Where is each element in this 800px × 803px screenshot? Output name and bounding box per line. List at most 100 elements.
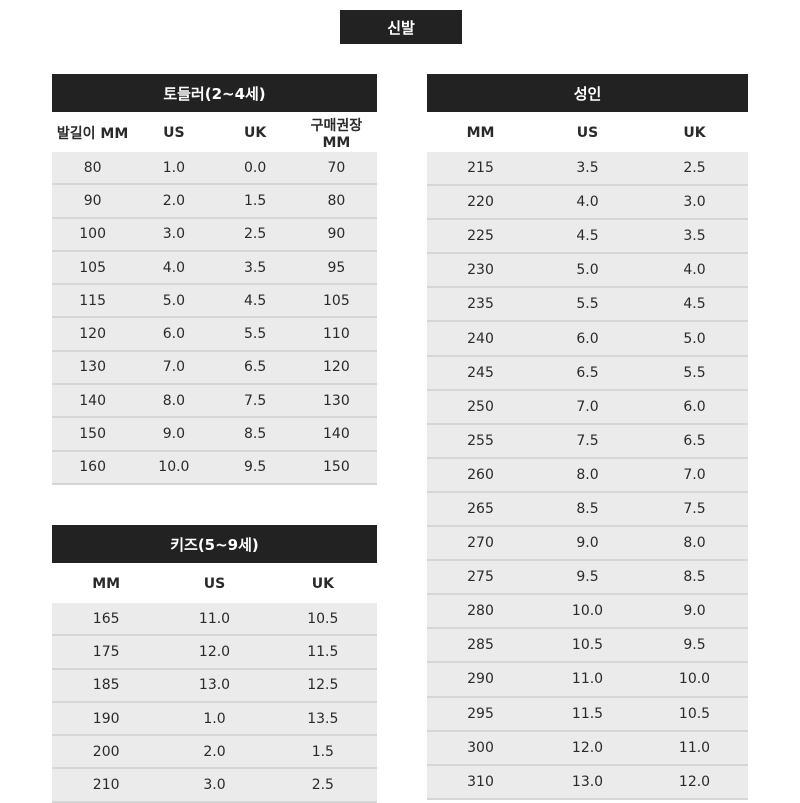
table-cell: 175 [92,643,120,660]
table-cell: 3.5 [243,259,267,276]
adult-size-table: MM US UK 215 3.5 2.5 220 4.0 3.0 225 4.5 3.5 230 5.0 4… [427,114,748,800]
table-row: 270 9.0 8.0 [427,527,748,562]
table-cell: 7.0 [683,466,706,483]
column-header: US [203,576,226,592]
table-row: 215 3.5 2.5 [427,152,748,187]
table-cell: 3.5 [683,228,706,245]
table-cell: 3.5 [576,160,599,177]
table-cell: 9.5 [683,637,706,654]
table-cell: 9.0 [162,426,185,443]
table-cell: 95 [327,259,346,276]
table-row: 165 11.0 10.5 [52,603,377,637]
table-cell: 10.0 [678,671,711,688]
table-cell: 4.5 [243,292,267,309]
table-cell: 140 [323,426,350,443]
table-cell: 7.0 [576,398,599,415]
table-cell: 130 [79,359,106,376]
table-cell: 9.0 [576,535,599,552]
table-cell: 5.0 [683,330,706,347]
table-cell: 1.5 [243,192,267,209]
table-row: 295 11.5 10.5 [427,697,748,732]
table-cell: 1.0 [203,710,226,727]
table-cell: 265 [467,500,494,517]
header-row: MM US UK [52,565,377,603]
table-cell: 2.5 [311,777,334,794]
table-cell: 300 [467,739,494,756]
table-cell: 225 [467,228,494,245]
table-cell: 120 [323,359,350,376]
table-row: 255 7.5 6.5 [427,424,748,459]
table-cell: 9.5 [243,459,267,476]
table-row: 90 2.0 1.5 80 [52,185,377,219]
table-cell: 11.0 [678,739,711,756]
table-cell: 115 [79,292,106,309]
table-cell: 10.5 [571,637,604,654]
table-cell: 240 [467,330,494,347]
table-row: 290 11.0 10.0 [427,663,748,698]
table-cell: 4.5 [683,296,706,313]
table-cell: 13.5 [307,710,339,727]
table-cell: 7.5 [683,500,706,517]
table-cell: 7.5 [576,432,599,449]
table-row: 190 1.0 13.5 [52,702,377,737]
table-cell: 310 [467,773,494,790]
table-cell: 3.0 [203,777,226,794]
table-cell: 140 [79,392,106,409]
column-header: MM [92,576,121,592]
table-cell: 165 [92,610,120,627]
table-cell: 4.0 [683,262,706,279]
table-cell: 2.5 [683,160,706,177]
table-row: 140 8.0 7.5 130 [52,385,377,419]
table-cell: 4.5 [576,228,599,245]
column-header: 구매권장 MM [310,118,363,151]
table-row: 120 6.0 5.5 110 [52,318,377,352]
table-cell: 8.0 [162,392,185,409]
header-row: MM US UK [427,114,748,152]
column-header: UK [311,576,334,592]
table-cell: 210 [92,777,120,794]
table-cell: 70 [327,159,346,176]
table-cell: 12.0 [678,773,711,790]
table-cell: 2.0 [162,192,185,209]
table-cell: 255 [467,432,494,449]
header-row: 발길이 MM US UK 구매권장 MM [52,114,377,152]
table-cell: 150 [79,426,106,443]
page-title: 신발 [340,10,462,44]
table-cell: 280 [467,603,494,620]
column-header: UK [683,125,706,141]
table-row: 265 8.5 7.5 [427,492,748,528]
table-row: 220 4.0 3.0 [427,186,748,221]
table-cell: 290 [467,671,494,688]
table-cell: 8.0 [683,535,706,552]
table-cell: 6.5 [243,359,267,376]
table-cell: 160 [79,459,106,476]
table-cell: 12.0 [571,739,604,756]
table-row: 310 13.0 12.0 [427,765,748,800]
table-row: 250 7.0 6.0 [427,390,748,425]
table-cell: 1.5 [311,743,334,760]
table-cell: 2.0 [203,743,226,760]
table-cell: 11.0 [571,671,604,688]
table-cell: 150 [323,459,350,476]
table-cell: 4.0 [576,194,599,211]
table-cell: 13.0 [198,677,231,694]
table-cell: 10.5 [307,610,339,627]
table-cell: 6.0 [162,326,185,343]
table-cell: 5.0 [162,292,185,309]
table-cell: 200 [92,743,120,760]
table-cell: 9.5 [576,569,599,586]
table-cell: 230 [467,262,494,279]
table-cell: 270 [467,535,494,552]
table-cell: 7.5 [243,392,267,409]
table-cell: 90 [327,226,346,243]
table-row: 115 5.0 4.5 105 [52,285,377,319]
table-row: 185 13.0 12.5 [52,669,377,703]
table-cell: 215 [467,160,494,177]
table-cell: 190 [92,710,120,727]
table-row: 230 5.0 4.0 [427,254,748,289]
table-cell: 8.5 [576,500,599,517]
table-row: 245 6.5 5.5 [427,356,748,391]
table-cell: 8.5 [683,569,706,586]
table-cell: 6.5 [683,432,706,449]
table-cell: 110 [323,326,350,343]
